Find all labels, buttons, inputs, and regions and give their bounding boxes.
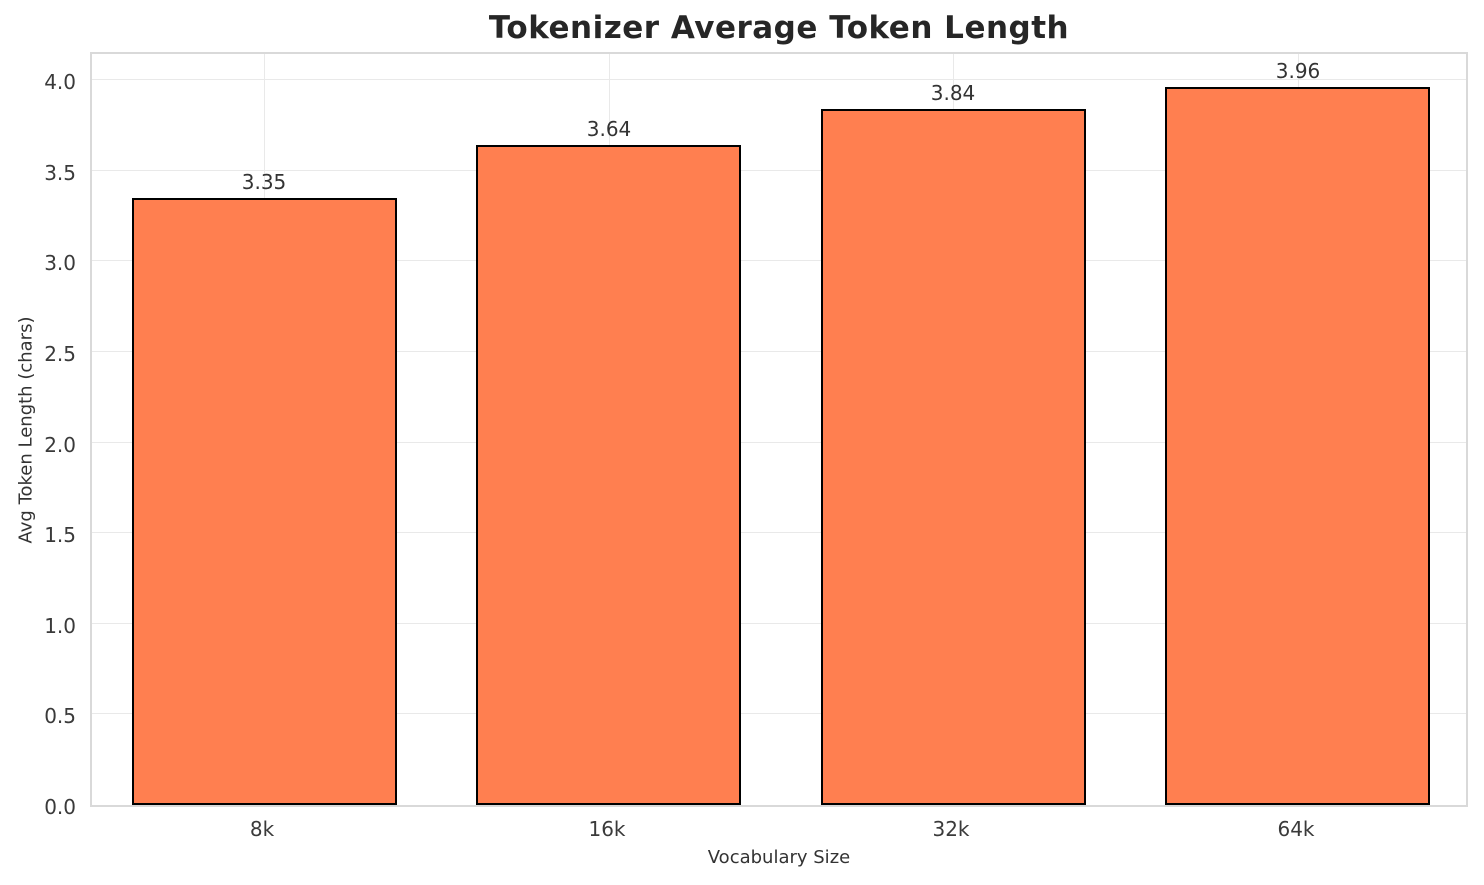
h-gridline bbox=[92, 532, 1466, 534]
y-tick-label: 2.5 bbox=[44, 342, 76, 366]
y-tick-label: 1.5 bbox=[44, 523, 76, 547]
h-gridline bbox=[92, 622, 1466, 624]
bar-value-label: 3.35 bbox=[241, 170, 287, 194]
plot-area: 3.35 3.64 3.84 3.96 bbox=[90, 52, 1468, 807]
bar-16k bbox=[476, 145, 741, 805]
y-tick-label: 2.0 bbox=[44, 433, 76, 457]
y-tick-label: 1.0 bbox=[44, 614, 76, 638]
x-tick-label-64k: 64k bbox=[1277, 817, 1315, 841]
bar-value-label: 3.64 bbox=[586, 117, 632, 141]
bar-value-label: 3.96 bbox=[1275, 59, 1321, 83]
h-gridline bbox=[92, 713, 1466, 715]
bar-64k bbox=[1165, 87, 1430, 805]
h-gridline bbox=[92, 79, 1466, 81]
y-tick-label: 3.5 bbox=[44, 161, 76, 185]
x-axis-label: Vocabulary Size bbox=[707, 847, 851, 868]
chart-title: Tokenizer Average Token Length bbox=[488, 10, 1070, 46]
x-tick-label-8k: 8k bbox=[249, 817, 275, 841]
x-tick-label-32k: 32k bbox=[932, 817, 970, 841]
bar-32k bbox=[821, 109, 1086, 805]
h-gridline bbox=[92, 169, 1466, 171]
h-gridline bbox=[92, 441, 1466, 443]
x-tick-label-16k: 16k bbox=[588, 817, 626, 841]
y-tick-label: 0.5 bbox=[44, 704, 76, 728]
bar-8k bbox=[132, 198, 397, 805]
h-gridline bbox=[92, 260, 1466, 262]
bar-value-label: 3.84 bbox=[930, 81, 976, 105]
y-tick-label: 0.0 bbox=[44, 795, 76, 819]
y-tick-label: 4.0 bbox=[44, 70, 76, 94]
y-tick-label: 3.0 bbox=[44, 251, 76, 275]
h-gridline bbox=[92, 350, 1466, 352]
